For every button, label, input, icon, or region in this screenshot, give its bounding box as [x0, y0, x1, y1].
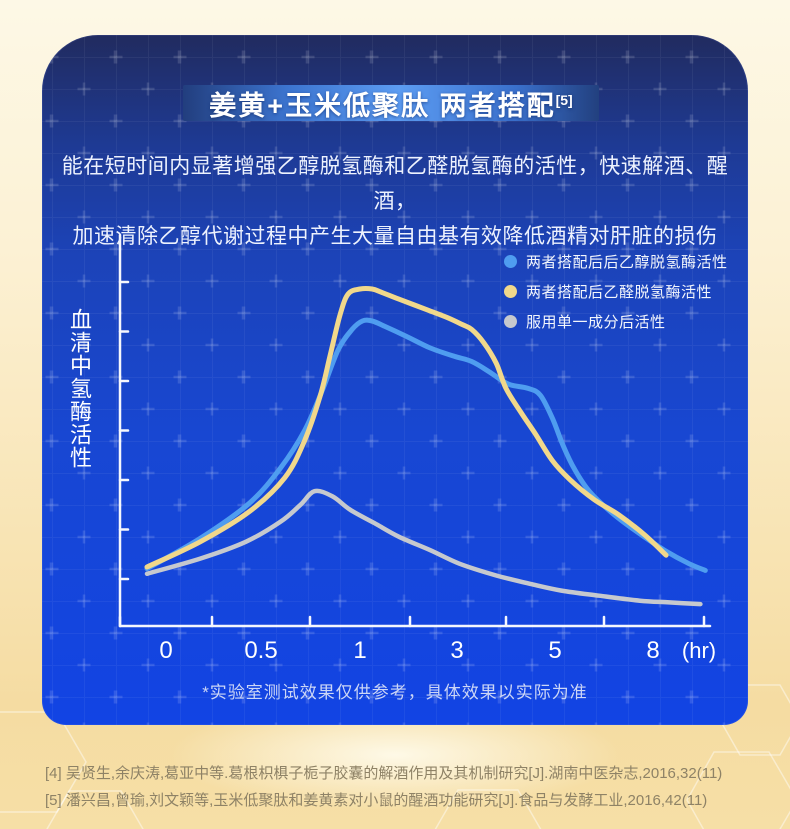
title-citation-superscript: [5]	[555, 92, 573, 108]
reference-5: [5] 潘兴昌,曾瑜,刘文颖等,玉米低聚肽和姜黄素对小鼠的醒酒功能研究[J].食…	[45, 792, 708, 809]
description-line-2: 加速清除乙醇代谢过程中产生大量自由基有效降低酒精对肝脏的损伤	[72, 225, 718, 248]
y-axis-ticks	[118, 280, 130, 581]
x-axis-unit: (hr)	[682, 638, 716, 663]
legend-label: 服用单一成分后活性	[526, 313, 666, 331]
title-banner: 姜黄+玉米低聚肽 两者搭配[5]	[183, 85, 599, 121]
description-text: 能在短时间内显著增强乙醇脱氢酶和乙醛脱氢酶的活性，快速解酒、醒酒， 加速清除乙醇…	[42, 149, 748, 254]
reference-4: [4] 吴贤生,余庆涛,葛亚中等.葛根枳椇子栀子胶囊的解酒作用及其机制研究[J]…	[45, 765, 723, 782]
legend-label: 两者搭配后乙醛脱氢酶活性	[526, 283, 713, 301]
references: [4] 吴贤生,余庆涛,葛亚中等.葛根枳椇子栀子胶囊的解酒作用及其机制研究[J]…	[45, 760, 722, 814]
y-axis-title: 血清中氢酶活性	[67, 308, 92, 469]
legend-dot-gray	[504, 314, 517, 328]
legend-dot-yellow	[504, 284, 517, 298]
curve-single-ingredient	[144, 488, 703, 607]
chart: 0 0.5 1 3 5 8 (hr)	[42, 35, 748, 725]
legend-item-single: 服用单一成分后活性	[504, 308, 728, 334]
disclaimer-footnote: *实验室测试效果仅供参考，具体效果以实际为准	[202, 683, 588, 702]
curve-aldehyde-dehydrogenase	[144, 285, 669, 570]
legend-item-aldehyde: 两者搭配后乙醛脱氢酶活性	[504, 278, 728, 304]
legend-item-ethanol: 两者搭配后后乙醇脱氢酶活性	[504, 248, 728, 274]
x-tick-label: 8	[646, 637, 659, 664]
page-title: 姜黄+玉米低聚肽 两者搭配[5]	[209, 91, 573, 121]
curves	[144, 285, 708, 607]
x-tick-label: 0.5	[244, 637, 277, 664]
x-tick-label: 5	[548, 637, 561, 664]
x-axis-labels: 0 0.5 1 3 5 8 (hr)	[159, 637, 716, 664]
description-line-1: 能在短时间内显著增强乙醇脱氢酶和乙醛脱氢酶的活性，快速解酒、醒酒，	[61, 155, 729, 213]
axes	[118, 233, 712, 628]
grid-overlay	[42, 35, 748, 725]
promo-card: 0 0.5 1 3 5 8 (hr) 姜黄+玉米低聚肽 两者搭配[5] 能在短时间内显著增强…	[42, 35, 748, 725]
x-tick-label: 1	[353, 637, 366, 664]
x-tick-label: 0	[159, 637, 172, 664]
chart-legend: 两者搭配后后乙醇脱氢酶活性 两者搭配后乙醛脱氢酶活性 服用单一成分后活性	[504, 248, 728, 338]
x-axis-ticks	[118, 615, 706, 628]
legend-dot-blue	[504, 254, 517, 268]
legend-label: 两者搭配后后乙醇脱氢酶活性	[526, 253, 728, 271]
x-tick-label: 3	[450, 637, 463, 664]
